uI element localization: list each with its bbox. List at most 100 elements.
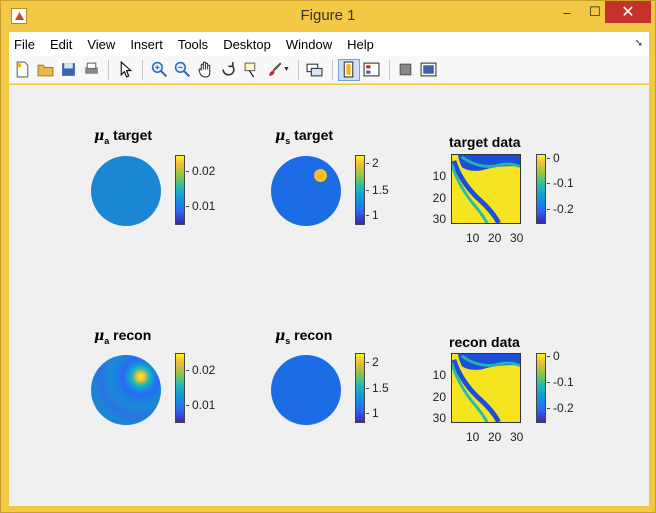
y-tick: 20 [432,390,446,404]
menu-file[interactable]: File [14,36,35,52]
menu-window[interactable]: Window [285,36,333,52]
dock-arrow-icon[interactable]: ➘ [634,38,643,49]
menu-insert[interactable]: Insert [130,36,163,52]
x-tick: 30 [510,430,524,444]
pan-icon[interactable] [194,59,216,81]
recon-data-title: recon data [449,334,520,350]
colorbar-tick: 0 [547,151,560,165]
inclusion-blob [314,169,327,182]
mua-recon-colorbar[interactable] [175,353,185,423]
mus-target-image[interactable] [271,156,341,226]
toolbar-separator [331,59,333,80]
open-icon[interactable] [34,59,56,81]
pointer-icon[interactable] [114,59,136,81]
minimize-button[interactable]: – [563,4,571,20]
target-data-colorbar[interactable] [536,154,546,224]
mus-recon-colorbar[interactable] [355,353,365,423]
hide-plot-tools-icon[interactable] [395,59,417,81]
title-word: recon [113,327,152,343]
y-tick: 30 [432,212,446,226]
close-button[interactable]: ✕ [605,1,651,23]
title-word: recon [294,327,333,343]
mu-symbol: μ [94,328,105,344]
target-data-title: target data [449,134,521,150]
mus-target-title: μs target [275,127,333,146]
colorbar-tick: 0.01 [185,398,216,412]
mua-target-colorbar[interactable] [175,155,185,225]
zoom-in-icon[interactable] [148,59,170,81]
colorbar-tick: 1 [366,208,379,222]
y-tick: 20 [432,191,446,205]
y-tick: 10 [432,169,446,183]
show-plot-tools-icon[interactable] [418,59,440,81]
recon-data-image[interactable] [451,353,521,423]
menu-desktop[interactable]: Desktop [223,36,271,52]
colorbar-icon[interactable] [337,58,360,81]
toolbar-separator [108,59,109,80]
menu-view[interactable]: View [87,36,116,52]
colorbar-tick: -0.1 [547,375,574,389]
menu-bar: File Edit View Insert Tools Desktop Wind… [9,32,649,56]
mus-target-colorbar[interactable] [355,155,365,225]
colorbar-tick: 2 [366,156,379,170]
colorbar-tick: 1.5 [366,183,389,197]
rotate-icon[interactable] [217,59,239,81]
new-figure-icon[interactable] [11,59,33,81]
maximize-button[interactable]: ☐ [589,4,601,19]
mua-target-title: μa target [94,127,152,146]
legend-icon[interactable] [361,59,383,81]
x-tick: 20 [488,430,502,444]
subscript: s [285,135,291,146]
subscript: a [104,335,110,346]
title-bar[interactable]: Figure 1 – ☐ ✕ [1,1,655,31]
toolbar-separator [388,59,390,80]
mu-symbol: μ [94,128,105,144]
mu-symbol: μ [275,328,286,344]
colorbar-tick: -0.1 [547,176,574,190]
mus-recon-image[interactable] [271,355,341,425]
toolbar-separator [297,59,299,80]
title-word: target [113,127,153,143]
mu-symbol: μ [275,128,286,144]
data-cursor-icon[interactable] [240,59,262,81]
colorbar-tick: 1.5 [366,381,389,395]
mua-recon-image[interactable] [91,355,161,425]
mus-recon-title: μs recon [275,327,332,346]
window-title: Figure 1 [300,7,356,24]
mua-target-image[interactable] [91,156,161,226]
zoom-out-icon[interactable] [171,59,193,81]
figure-canvas[interactable]: μa target 0.02 0.01 μs target 2 1.5 1 ta… [9,85,649,506]
mua-recon-title: μa recon [94,327,151,346]
y-tick: 10 [432,368,446,382]
save-icon[interactable] [57,59,79,81]
colorbar-tick: 0 [547,349,560,363]
toolbar-separator [142,59,143,80]
brush-dropdown-icon[interactable]: ▼ [283,66,290,73]
x-tick: 20 [488,231,502,245]
colorbar-tick: 0.01 [185,199,216,213]
subscript: a [104,135,110,146]
colorbar-tick: 0.02 [185,164,216,178]
colorbar-tick: -0.2 [547,202,574,216]
brush-icon[interactable] [263,59,285,81]
colorbar-tick: 1 [366,406,379,420]
x-tick: 30 [510,231,524,245]
toolbar: ▼ [9,56,649,84]
matlab-icon [11,8,27,24]
menu-help[interactable]: Help [347,36,374,52]
menu-tools[interactable]: Tools [177,36,209,52]
link-icon[interactable] [304,59,326,81]
y-tick: 30 [432,411,446,425]
recon-data-colorbar[interactable] [536,353,546,423]
x-tick: 10 [466,231,480,245]
title-word: target [294,127,334,143]
target-data-image[interactable] [451,154,521,224]
x-tick: 10 [466,430,480,444]
subscript: s [285,335,291,346]
colorbar-tick: -0.2 [547,401,574,415]
colorbar-tick: 0.02 [185,363,216,377]
menu-edit[interactable]: Edit [49,36,73,52]
print-icon[interactable] [80,59,102,81]
colorbar-tick: 2 [366,355,379,369]
